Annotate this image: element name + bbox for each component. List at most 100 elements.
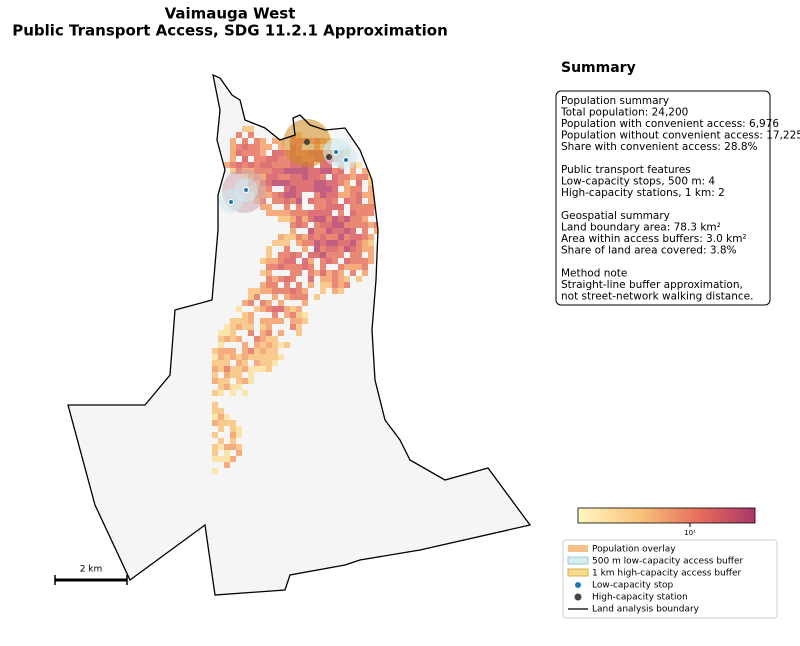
legend-swatch — [574, 593, 582, 601]
population-cell — [308, 228, 314, 234]
population-cell — [230, 432, 236, 438]
population-cell — [248, 144, 254, 150]
population-cell — [356, 240, 362, 246]
population-cell — [236, 336, 242, 342]
population-cell — [260, 348, 266, 354]
summary-line: Share of land area covered: 3.8% — [561, 245, 737, 257]
population-cell — [278, 174, 284, 180]
population-cell — [272, 210, 278, 216]
population-cell — [266, 276, 272, 282]
population-cell — [356, 264, 362, 270]
population-cell — [236, 366, 242, 372]
population-cell — [296, 282, 302, 288]
population-cell — [344, 234, 350, 240]
population-cell — [266, 210, 272, 216]
population-cell — [326, 234, 332, 240]
population-cell — [302, 294, 308, 300]
population-cell — [338, 216, 344, 222]
population-cell — [242, 150, 248, 156]
population-cell — [356, 162, 362, 168]
population-cell — [362, 228, 368, 234]
population-cell — [284, 252, 290, 258]
map-subtitle: Public Transport Access, SDG 11.2.1 Appr… — [12, 22, 448, 40]
population-cell — [290, 222, 296, 228]
population-cell — [332, 174, 338, 180]
population-cell — [332, 192, 338, 198]
summary-section-heading: Geospatial summary — [561, 210, 670, 222]
high-capacity-station — [304, 139, 310, 145]
population-cell — [272, 306, 278, 312]
population-cell — [290, 252, 296, 258]
population-cell — [218, 444, 224, 450]
population-cell — [266, 186, 272, 192]
low-capacity-stop — [243, 187, 249, 193]
population-cell — [278, 258, 284, 264]
population-cell — [332, 246, 338, 252]
population-cell — [284, 204, 290, 210]
population-cell — [368, 222, 374, 228]
population-cell — [236, 444, 242, 450]
population-cell — [344, 246, 350, 252]
population-cell — [314, 270, 320, 276]
population-cell — [356, 192, 362, 198]
population-cell — [278, 234, 284, 240]
population-cell — [278, 192, 284, 198]
population-cell — [332, 282, 338, 288]
population-cell — [296, 174, 302, 180]
population-cell — [254, 144, 260, 150]
population-cell — [362, 192, 368, 198]
population-cell — [224, 348, 230, 354]
summary-line: High-capacity stations, 1 km: 2 — [561, 187, 725, 199]
population-cell — [230, 156, 236, 162]
population-cell — [218, 360, 224, 366]
population-cell — [344, 174, 350, 180]
population-cell — [254, 354, 260, 360]
population-cell — [230, 168, 236, 174]
population-cell — [248, 294, 254, 300]
population-cell — [350, 192, 356, 198]
population-cell — [296, 252, 302, 258]
population-cell — [254, 156, 260, 162]
population-cell — [356, 276, 362, 282]
population-cell — [212, 390, 218, 396]
population-cell — [350, 270, 356, 276]
population-cell — [350, 216, 356, 222]
population-cell — [290, 288, 296, 294]
population-cell — [242, 300, 248, 306]
population-cell — [260, 288, 266, 294]
population-cell — [260, 150, 266, 156]
population-cell — [284, 210, 290, 216]
population-cell — [266, 246, 272, 252]
population-cell — [260, 306, 266, 312]
population-cell — [248, 312, 254, 318]
population-cell — [344, 216, 350, 222]
population-cell — [278, 138, 284, 144]
population-cell — [320, 282, 326, 288]
population-cell — [308, 186, 314, 192]
population-cell — [320, 222, 326, 228]
population-cell — [326, 204, 332, 210]
legend-box — [562, 539, 778, 619]
population-cell — [284, 342, 290, 348]
population-cell — [302, 210, 308, 216]
population-cell — [230, 336, 236, 342]
population-cell — [350, 186, 356, 192]
population-cell — [368, 240, 374, 246]
population-cell — [290, 180, 296, 186]
population-cell — [242, 360, 248, 366]
population-cell — [212, 354, 218, 360]
population-cell — [302, 180, 308, 186]
population-cell — [332, 258, 338, 264]
population-cell — [224, 366, 230, 372]
population-cell — [308, 180, 314, 186]
population-cell — [284, 234, 290, 240]
population-cell — [254, 360, 260, 366]
population-cell — [242, 156, 248, 162]
population-cell — [332, 288, 338, 294]
population-cell — [254, 348, 260, 354]
population-cell — [296, 186, 302, 192]
population-cell — [224, 420, 230, 426]
population-cell — [338, 222, 344, 228]
population-cell — [302, 174, 308, 180]
